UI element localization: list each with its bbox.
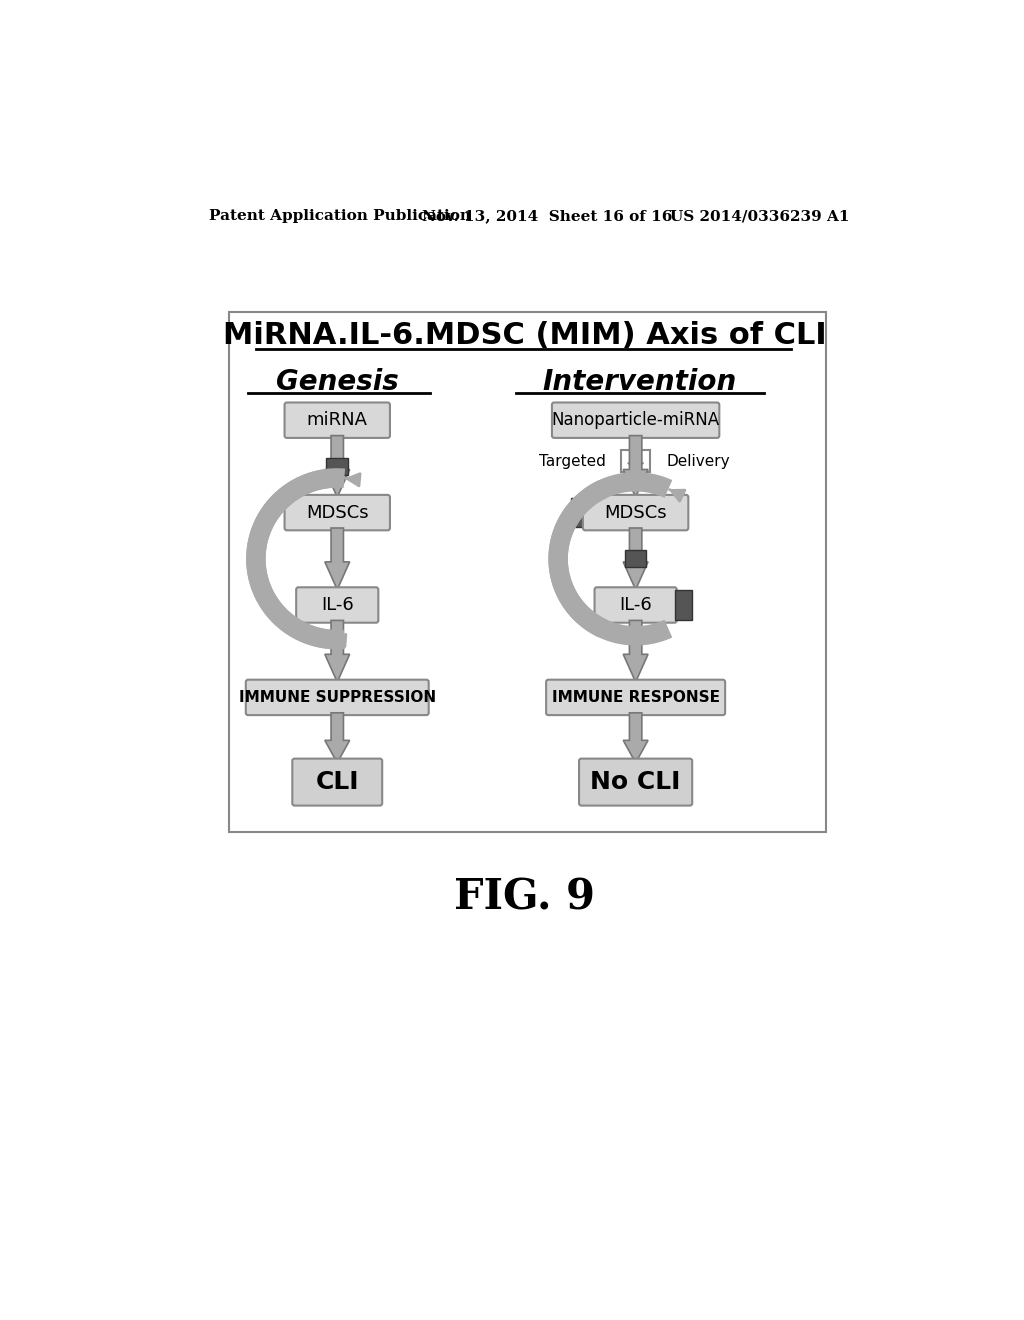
Polygon shape xyxy=(325,528,349,590)
Text: MDSCs: MDSCs xyxy=(306,504,369,521)
Text: miRNA: miRNA xyxy=(307,412,368,429)
Text: No CLI: No CLI xyxy=(591,770,681,795)
Text: IL-6: IL-6 xyxy=(321,597,353,614)
Polygon shape xyxy=(624,528,648,590)
Text: Targeted: Targeted xyxy=(540,454,606,469)
Text: MDSCs: MDSCs xyxy=(604,504,667,521)
Text: Delivery: Delivery xyxy=(667,454,730,469)
Text: IMMUNE SUPPRESSION: IMMUNE SUPPRESSION xyxy=(239,690,436,705)
Text: Intervention: Intervention xyxy=(543,368,736,396)
Bar xyxy=(625,550,646,568)
FancyBboxPatch shape xyxy=(546,680,725,715)
FancyBboxPatch shape xyxy=(228,313,825,832)
Text: US 2014/0336239 A1: US 2014/0336239 A1 xyxy=(671,209,850,223)
Text: CLI: CLI xyxy=(315,770,359,795)
FancyBboxPatch shape xyxy=(246,680,429,715)
Text: Nanoparticle-miRNA: Nanoparticle-miRNA xyxy=(552,412,720,429)
FancyBboxPatch shape xyxy=(621,450,650,471)
FancyBboxPatch shape xyxy=(552,403,719,438)
FancyBboxPatch shape xyxy=(296,587,378,623)
FancyBboxPatch shape xyxy=(285,495,390,531)
Polygon shape xyxy=(624,436,648,498)
FancyBboxPatch shape xyxy=(595,587,677,623)
FancyBboxPatch shape xyxy=(579,759,692,805)
FancyBboxPatch shape xyxy=(583,495,688,531)
Text: FIG. 9: FIG. 9 xyxy=(455,876,595,919)
Text: MiRNA.IL-6.MDSC (MIM) Axis of CLI: MiRNA.IL-6.MDSC (MIM) Axis of CLI xyxy=(223,321,826,350)
Polygon shape xyxy=(325,620,349,682)
Text: IMMUNE RESPONSE: IMMUNE RESPONSE xyxy=(552,690,720,705)
Polygon shape xyxy=(628,457,643,469)
Polygon shape xyxy=(325,436,349,498)
Text: Genesis: Genesis xyxy=(275,368,398,396)
Text: Patent Application Publication: Patent Application Publication xyxy=(209,209,471,223)
FancyBboxPatch shape xyxy=(285,403,390,438)
Text: Nov. 13, 2014  Sheet 16 of 16: Nov. 13, 2014 Sheet 16 of 16 xyxy=(423,209,673,223)
Polygon shape xyxy=(325,713,349,763)
Polygon shape xyxy=(624,713,648,763)
Bar xyxy=(571,498,589,527)
Bar xyxy=(327,458,348,475)
Polygon shape xyxy=(624,620,648,682)
Bar xyxy=(675,590,692,619)
Text: IL-6: IL-6 xyxy=(620,597,652,614)
FancyBboxPatch shape xyxy=(292,759,382,805)
